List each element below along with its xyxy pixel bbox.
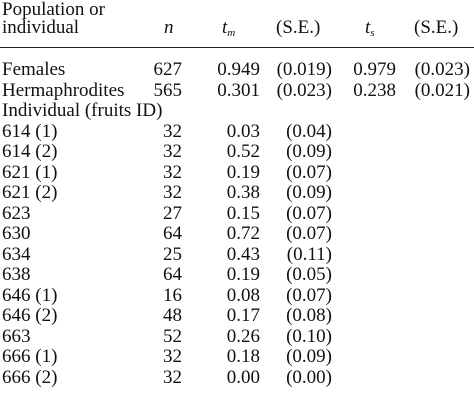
cell-n: 32 bbox=[163, 121, 182, 142]
header-population-line2: individual bbox=[2, 17, 80, 38]
cell-label: 666 (2) bbox=[2, 367, 58, 388]
cell-label: 634 bbox=[2, 244, 31, 265]
cell-tm: 0.72 bbox=[226, 223, 260, 244]
cell-n: 32 bbox=[163, 346, 182, 367]
cell-tm: 0.38 bbox=[226, 182, 260, 203]
cell-se1: (0.10) bbox=[286, 326, 332, 347]
cell-tm: 0.52 bbox=[226, 141, 260, 162]
cell-se1: (0.05) bbox=[286, 264, 332, 285]
cell-n: 25 bbox=[163, 244, 182, 265]
cell-se1: (0.07) bbox=[286, 162, 332, 183]
cell-se1: (0.023) bbox=[276, 80, 332, 101]
cell-se1: (0.07) bbox=[286, 223, 332, 244]
cell-n: 27 bbox=[163, 203, 182, 224]
cell-label: 646 (1) bbox=[2, 285, 58, 306]
cell-ts: 0.979 bbox=[353, 59, 396, 80]
cell-label: 623 bbox=[2, 203, 31, 224]
cell-tm: 0.43 bbox=[226, 244, 260, 265]
cell-label: 663 bbox=[2, 326, 31, 347]
cell-ts: 0.238 bbox=[353, 80, 396, 101]
header-ts-sub: s bbox=[370, 27, 375, 39]
cell-se2: (0.021) bbox=[414, 80, 470, 101]
cell-label: Females bbox=[2, 59, 66, 80]
cell-n: 32 bbox=[163, 141, 182, 162]
cell-label: 646 (2) bbox=[2, 305, 58, 326]
cell-label: 614 (1) bbox=[2, 121, 58, 142]
cell-label: 666 (1) bbox=[2, 346, 58, 367]
cell-tm: 0.18 bbox=[226, 346, 260, 367]
cell-n: 64 bbox=[163, 264, 182, 285]
cell-se1: (0.07) bbox=[286, 285, 332, 306]
header-tm-sub: m bbox=[227, 27, 236, 39]
cell-n: 64 bbox=[163, 223, 182, 244]
cell-label: 621 (2) bbox=[2, 182, 58, 203]
cell-se1: (0.08) bbox=[286, 305, 332, 326]
cell-n: 16 bbox=[163, 285, 182, 306]
cell-tm: 0.17 bbox=[226, 305, 260, 326]
cell-se1: (0.019) bbox=[276, 59, 332, 80]
cell-tm: 0.00 bbox=[226, 367, 260, 388]
header-se1: (S.E.) bbox=[276, 17, 321, 38]
cell-se2: (0.023) bbox=[414, 59, 470, 80]
header-ts: ts bbox=[365, 17, 375, 39]
cell-n: 565 bbox=[153, 80, 183, 101]
cell-tm: 0.08 bbox=[226, 285, 260, 306]
cell-tm: 0.26 bbox=[226, 326, 260, 347]
cell-label: 630 bbox=[2, 223, 31, 244]
header-n: n bbox=[164, 17, 174, 38]
cell-tm: 0.301 bbox=[217, 80, 260, 101]
cell-se1: (0.07) bbox=[286, 203, 332, 224]
cell-label: Hermaphrodites bbox=[2, 80, 125, 101]
cell-se1: (0.11) bbox=[286, 244, 332, 265]
cell-n: 52 bbox=[163, 326, 182, 347]
cell-tm: 0.15 bbox=[226, 203, 260, 224]
cell-se1: (0.09) bbox=[286, 182, 332, 203]
cell-se1: (0.09) bbox=[286, 141, 332, 162]
cell-n: 32 bbox=[163, 162, 182, 183]
header-tm: tm bbox=[222, 17, 236, 39]
cell-se1: (0.04) bbox=[286, 121, 332, 142]
cell-label: 638 bbox=[2, 264, 31, 285]
cell-n: 32 bbox=[163, 367, 182, 388]
cell-label: Individual (fruits ID) bbox=[2, 100, 163, 121]
cell-n: 32 bbox=[163, 182, 182, 203]
cell-n: 48 bbox=[163, 305, 182, 326]
cell-tm: 0.03 bbox=[226, 121, 260, 142]
header-rule bbox=[0, 47, 474, 48]
header-se2: (S.E.) bbox=[414, 17, 459, 38]
cell-tm: 0.19 bbox=[226, 162, 260, 183]
header-population-line1: Population or bbox=[2, 0, 105, 20]
header-ts-base: t bbox=[365, 17, 371, 38]
cell-n: 627 bbox=[153, 59, 183, 80]
cell-se1: (0.09) bbox=[286, 346, 332, 367]
cell-label: 621 (1) bbox=[2, 162, 58, 183]
header-tm-base: t bbox=[222, 17, 228, 38]
cell-label: 614 (2) bbox=[2, 141, 58, 162]
cell-tm: 0.19 bbox=[226, 264, 260, 285]
cell-tm: 0.949 bbox=[217, 59, 260, 80]
cell-se1: (0.00) bbox=[286, 367, 332, 388]
